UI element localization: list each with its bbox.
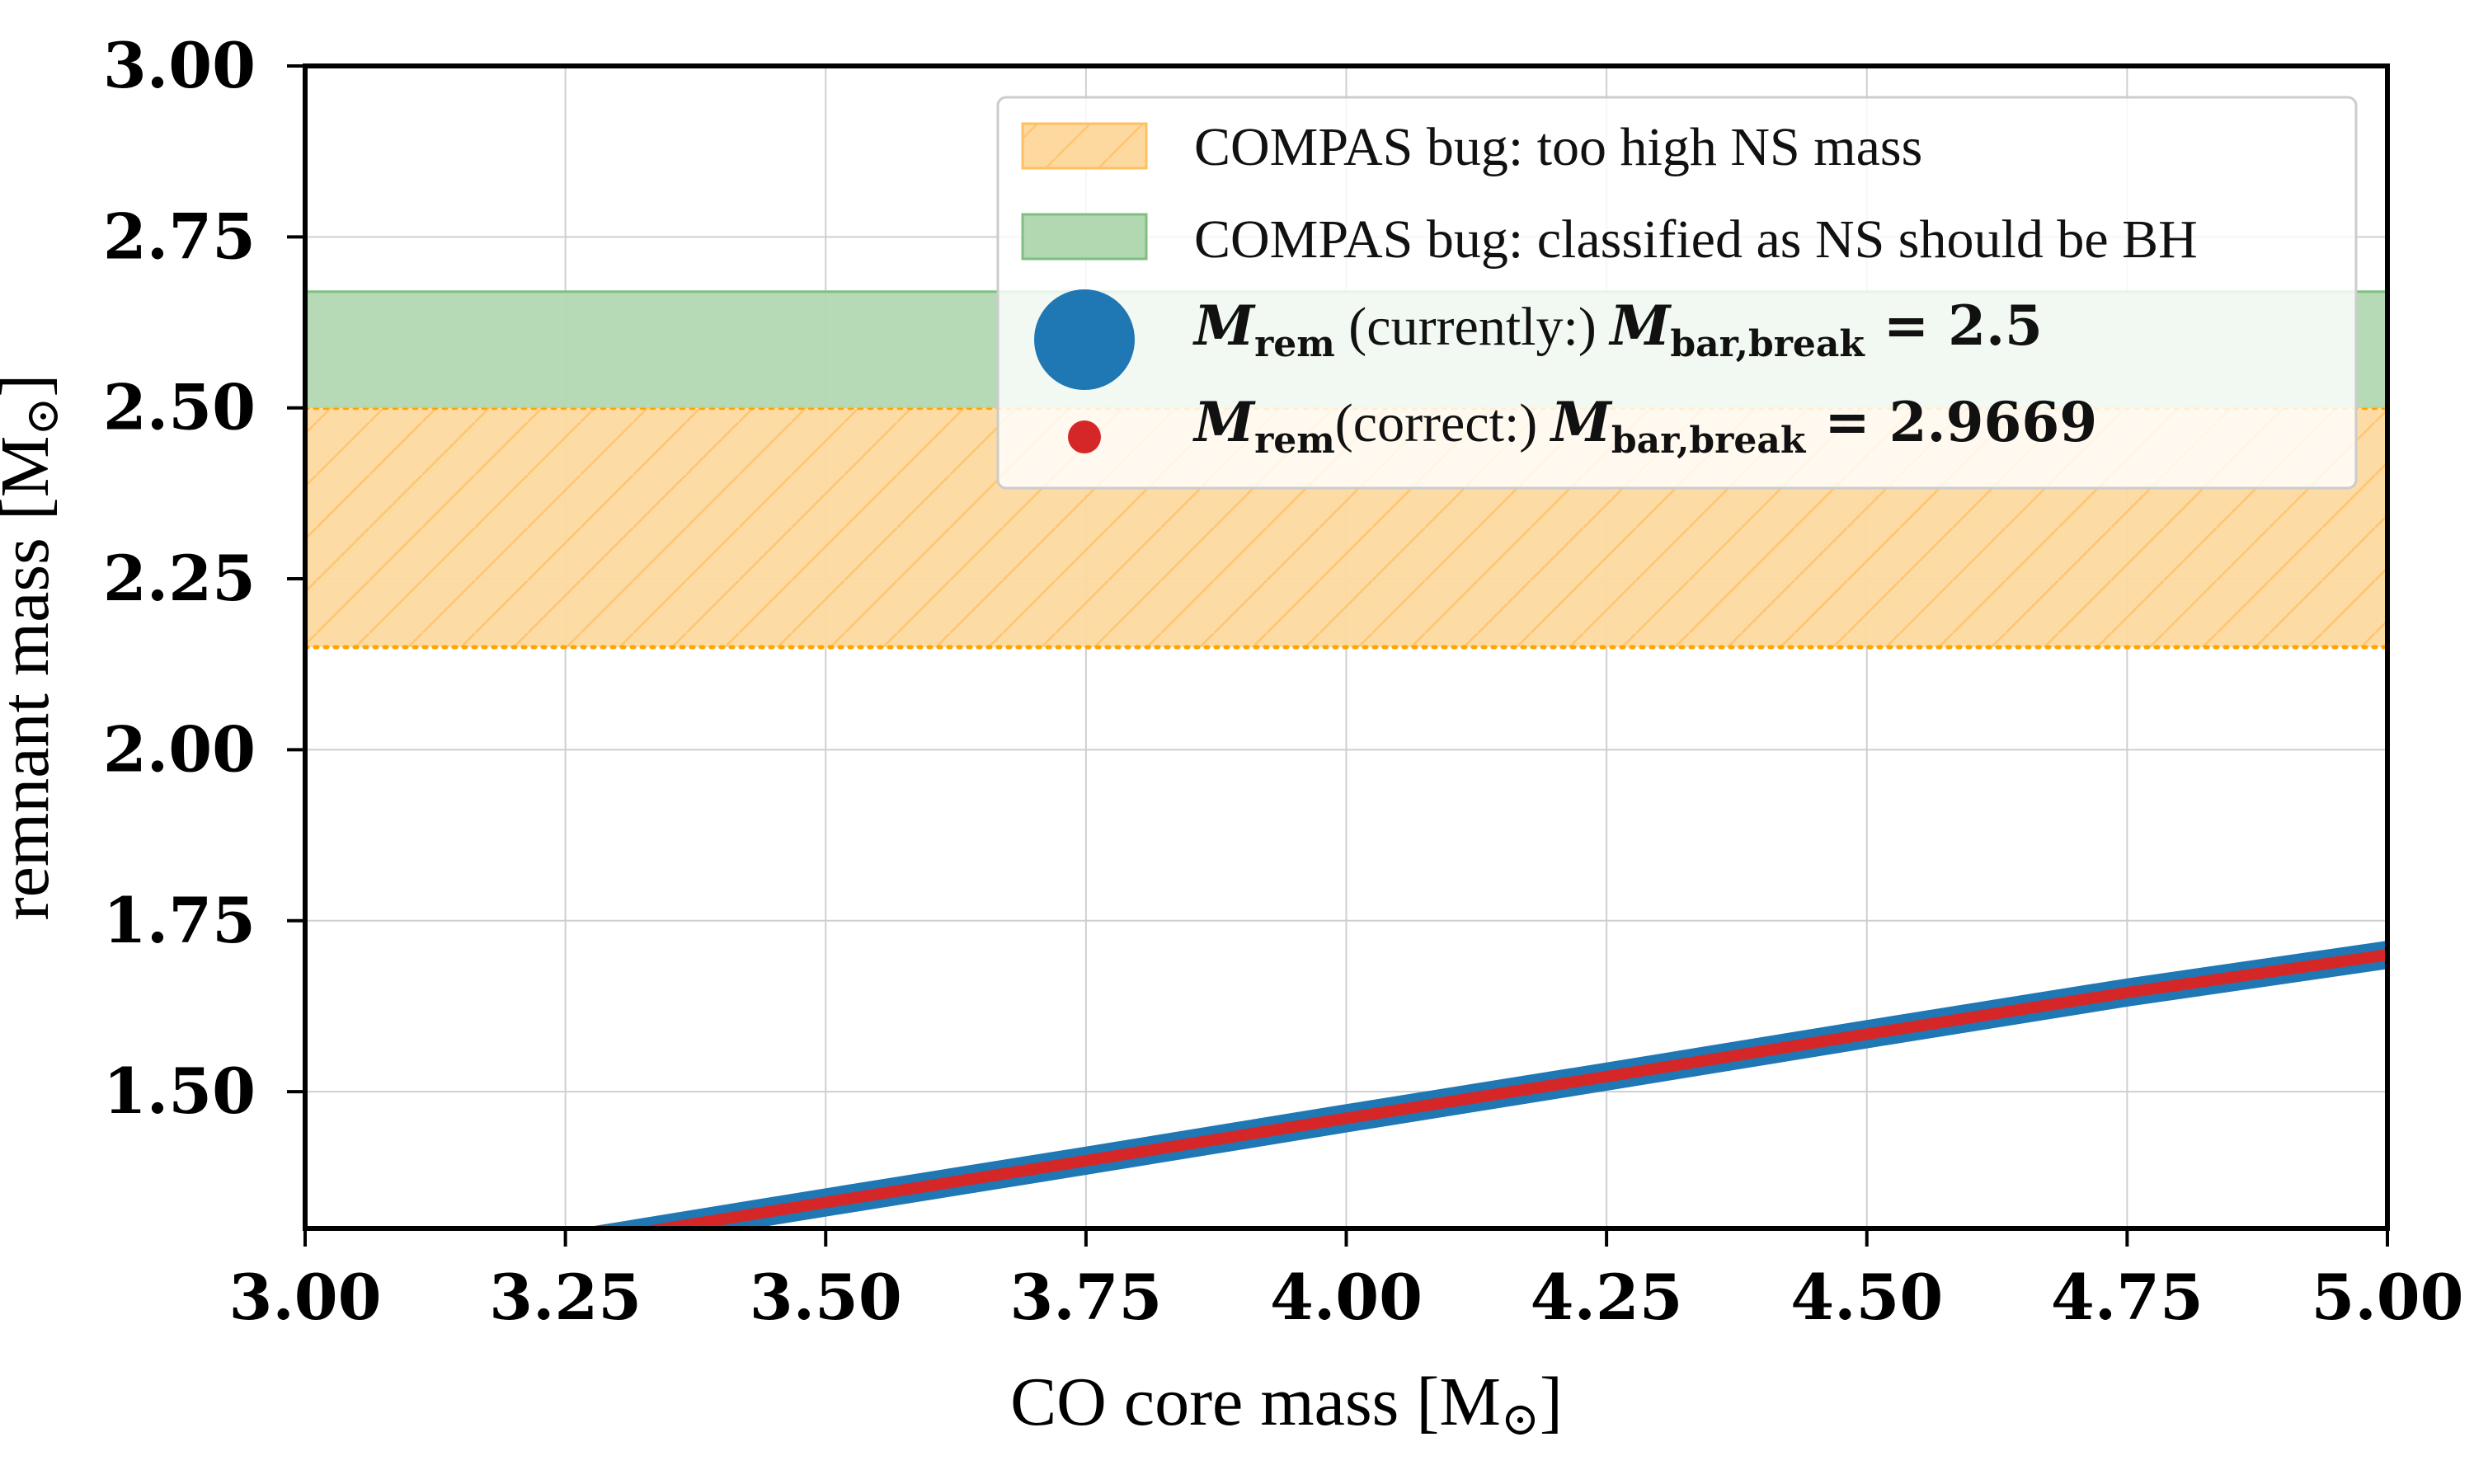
- legend-swatch-green: [1021, 213, 1148, 261]
- legend-m-rem-2: M: [1192, 390, 1256, 454]
- y-axis-title-close: ]: [0, 374, 63, 397]
- x-tick-label-7: 4.75: [2051, 1261, 2204, 1334]
- y-axis-title-text: remnant mass [M: [0, 436, 63, 921]
- y-tick-label-6: 3.00: [103, 29, 256, 102]
- legend-label-classified: COMPAS bug: classified as NS should be B…: [1194, 209, 2198, 270]
- legend-label-currently: Mrem (currently:) Mbar,break = 2.5: [1192, 294, 2043, 365]
- x-tick-label-8: 5.00: [2311, 1261, 2463, 1334]
- x-tick-label-4: 4.00: [1270, 1261, 1423, 1334]
- legend-sub-rem: rem: [1254, 323, 1335, 365]
- series-line-1: [630, 949, 2387, 1228]
- legend-correct: (correct:): [1335, 393, 1551, 453]
- legend-eq-25: = 2.5: [1865, 294, 2043, 358]
- y-tick-label-5: 2.75: [103, 200, 256, 273]
- x-tick-label-5: 4.25: [1531, 1261, 1683, 1334]
- y-axis-title: remnant mass [M⊙]: [0, 374, 68, 921]
- legend-label-correct: Mrem(correct:) Mbar,break = 2.9669: [1192, 390, 2097, 462]
- y-tick-label-0: 1.50: [103, 1054, 256, 1128]
- y-tick-label-1: 1.75: [103, 884, 256, 957]
- legend-label-too-high: COMPAS bug: too high NS mass: [1194, 117, 1922, 177]
- x-axis-title-close: ]: [1540, 1364, 1563, 1440]
- legend-sub-rem-2: rem: [1254, 420, 1335, 462]
- legend: COMPAS bug: too high NS mass COMPAS bug:…: [996, 96, 2358, 490]
- legend-sub-bar-2: bar,break: [1611, 420, 1807, 462]
- x-axis-title-sub: ⊙: [1501, 1394, 1540, 1445]
- x-tick-label-6: 4.50: [1790, 1261, 1943, 1334]
- y-tick-label-4: 2.50: [103, 371, 256, 444]
- x-tick-label-0: 3.00: [228, 1261, 381, 1334]
- x-axis-ticks: 3.00 3.25 3.50 3.75 4.00 4.25 4.50 4.75 5.00: [228, 1228, 2464, 1334]
- y-axis-title-sub: ⊙: [17, 397, 68, 436]
- legend-swatch-orange-hatch: [1023, 124, 1146, 168]
- legend-m-bar: M: [1608, 294, 1672, 358]
- legend-eq-29669: = 2.9669: [1805, 390, 2097, 454]
- legend-marker-red: [1068, 420, 1101, 453]
- legend-currently: (currently:): [1335, 297, 1611, 357]
- x-tick-label-2: 3.50: [750, 1261, 902, 1334]
- legend-marker-blue: [1034, 289, 1135, 390]
- legend-sub-bar: bar,break: [1670, 323, 1865, 365]
- x-tick-label-1: 3.25: [489, 1261, 642, 1334]
- y-axis-ticks: 1.50 1.75 2.00 2.25 2.50 2.75 3.00: [103, 29, 305, 1128]
- data-lines: [579, 941, 2387, 1228]
- x-axis-title-text: CO core mass [M: [1010, 1364, 1501, 1440]
- x-axis-title: CO core mass [M⊙]: [1010, 1364, 1563, 1445]
- legend-m-bar-2: M: [1550, 390, 1613, 454]
- x-tick-label-3: 3.75: [1009, 1261, 1162, 1334]
- y-tick-label-3: 2.25: [103, 542, 256, 615]
- legend-m-rem: M: [1192, 294, 1256, 358]
- y-tick-label-2: 2.00: [103, 712, 256, 786]
- legend-box: [996, 96, 2358, 490]
